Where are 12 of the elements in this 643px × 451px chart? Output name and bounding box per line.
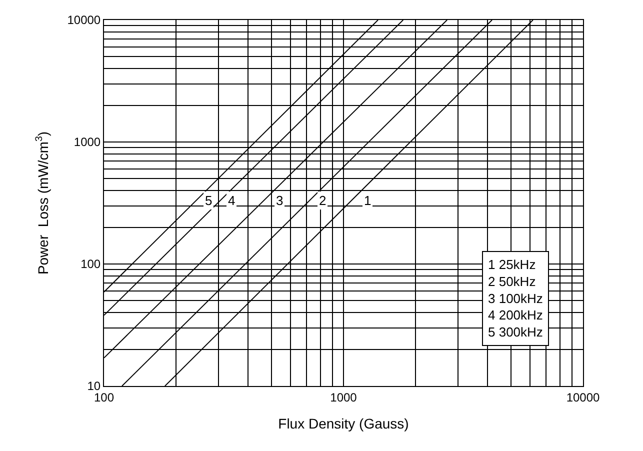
x-axis-title: Flux Density (Gauss) (278, 416, 409, 432)
annotation: 1 (364, 193, 372, 208)
annotation: 2 (319, 193, 326, 208)
y-tick-label: 10000 (67, 13, 101, 28)
x-tick-label: 1000 (330, 390, 358, 404)
annotation: 1 25kHz 2 50kHz 3 100kHz 4 200kHz 5 300kHz (488, 257, 543, 340)
y-tick-label: 1000 (74, 135, 101, 150)
y-tick-label: 100 (80, 257, 101, 272)
x-tick-label: 10000 (566, 390, 600, 404)
annotation: 5 (205, 193, 212, 208)
annotation: 4 (228, 193, 236, 208)
annotation: 3 (276, 193, 284, 208)
